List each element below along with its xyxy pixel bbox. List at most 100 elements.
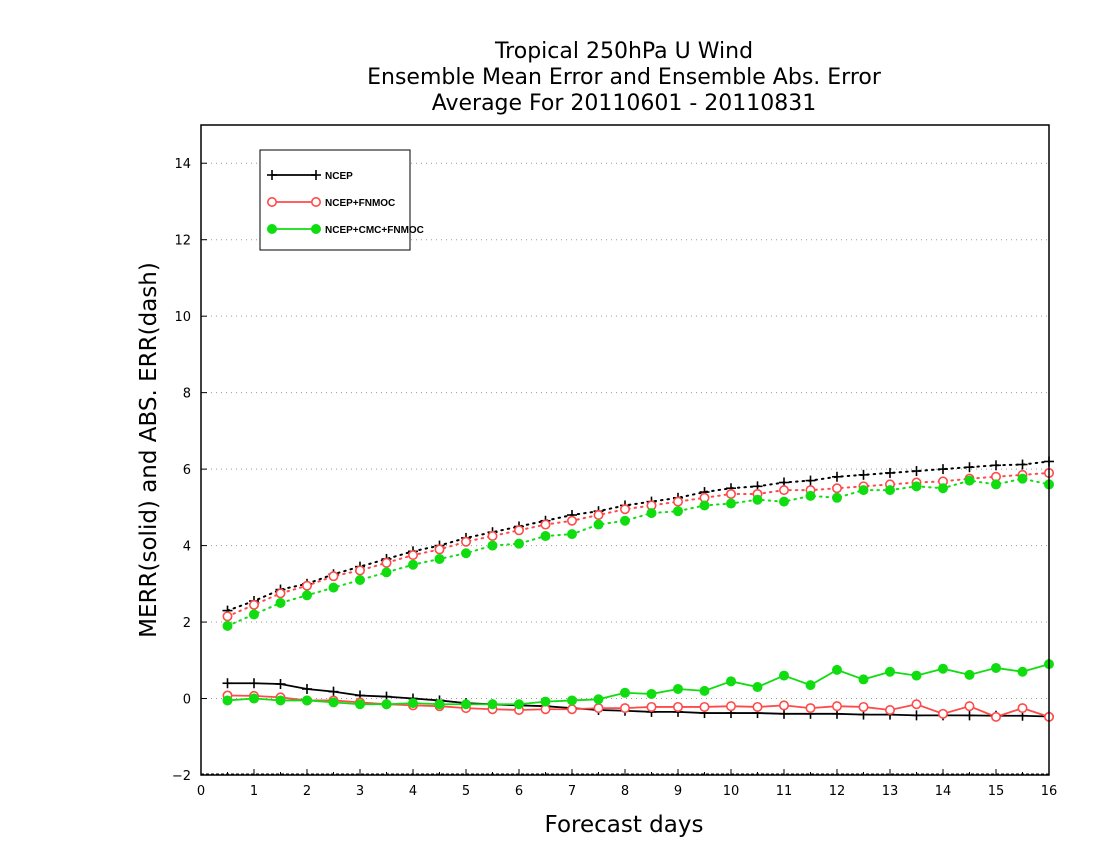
chart-title-line-2: Ensemble Mean Error and Ensemble Abs. Er… [367, 65, 882, 90]
ncep-fnmoc-merr-point [964, 701, 975, 712]
x-tick-label: 14 [935, 784, 952, 799]
ncep-fnmoc-abs-err-point [513, 525, 524, 536]
x-tick-label: 8 [621, 784, 629, 799]
ncep-fnmoc-abs-err-point [354, 565, 365, 576]
ncep-cmc-fnmoc-abs-err-point [514, 538, 524, 549]
x-tick-label: 15 [988, 784, 1005, 799]
ncep-cmc-fnmoc-merr-point [991, 662, 1001, 673]
ncep-cmc-fnmoc-merr-point [911, 670, 922, 681]
x-tick-label: 6 [515, 784, 523, 799]
ncep-cmc-fnmoc-merr-point [752, 682, 763, 693]
ncep-cmc-fnmoc-merr-point [302, 695, 312, 706]
x-tick-label: 1 [250, 784, 258, 799]
ncep-fnmoc-abs-err-point [407, 550, 418, 561]
ncep-fnmoc-merr-point [752, 701, 763, 712]
ncep-cmc-fnmoc-abs-err-point [408, 559, 418, 570]
ncep-cmc-fnmoc-abs-err-point [355, 575, 365, 585]
ncep-cmc-fnmoc-abs-err-point [858, 485, 869, 496]
ncep-cmc-fnmoc-merr-point [1017, 666, 1028, 677]
ncep-fnmoc-abs-err-point [778, 485, 789, 496]
legend-marker-ncep-fnmoc [266, 197, 277, 208]
ncep-cmc-fnmoc-abs-err-point [487, 540, 498, 551]
ncep-fnmoc-abs-err-point [619, 504, 630, 515]
ncep-fnmoc-abs-err-point [831, 483, 842, 494]
ncep-cmc-fnmoc-abs-err-point [964, 475, 975, 486]
x-tick-label: 5 [462, 784, 470, 799]
ncep-cmc-fnmoc-merr-point [355, 699, 365, 710]
x-tick-label: 13 [882, 784, 899, 799]
ncep-cmc-fnmoc-merr-point [567, 695, 577, 706]
ncep-cmc-fnmoc-merr-point [673, 683, 683, 694]
ncep-cmc-fnmoc-abs-err-point [434, 553, 445, 564]
ncep-abs-err-point [805, 475, 816, 486]
ncep-merr-line [227, 682, 1050, 718]
ncep-cmc-fnmoc-abs-err-point [832, 492, 842, 503]
ncep-fnmoc-merr-point [831, 701, 842, 712]
ncep-fnmoc-abs-err-point [593, 509, 604, 520]
ncep-fnmoc-merr-point [672, 701, 683, 712]
ncep-cmc-fnmoc-abs-err-point [938, 483, 948, 494]
ncep-abs-err-point [1017, 459, 1028, 470]
ncep-cmc-fnmoc-merr-point [381, 699, 392, 710]
ncep-fnmoc-merr-point [990, 711, 1001, 722]
ncep-fnmoc-merr-point [699, 701, 710, 712]
ncep-cmc-fnmoc-merr-point [964, 669, 975, 680]
ncep-cmc-fnmoc-abs-err-point [991, 479, 1001, 490]
ncep-abs-err-point [964, 462, 975, 473]
ncep-cmc-fnmoc-merr-point [832, 664, 842, 675]
ncep-cmc-fnmoc-abs-err-point [249, 609, 259, 620]
ncep-cmc-fnmoc-abs-err-point [1017, 473, 1028, 484]
ncep-abs-err-point [858, 469, 869, 480]
chart-title-line-3: Average For 20110601 - 20110831 [432, 91, 817, 116]
ncep-cmc-fnmoc-merr-point [593, 694, 604, 705]
ncep-cmc-fnmoc-abs-err-point [726, 498, 736, 509]
ncep-cmc-fnmoc-abs-err-point [885, 485, 895, 496]
x-tick-label: 4 [409, 784, 417, 799]
ncep-merr-point [275, 679, 286, 689]
ncep-cmc-fnmoc-abs-err-point [593, 519, 604, 530]
y-tick-label: 0 [183, 693, 191, 708]
x-tick-label: 11 [776, 784, 793, 799]
ncep-fnmoc-merr-point [911, 699, 922, 710]
x-axis-ticks: 0 1 2 3 4 5 6 7 8 9 10 11 12 13 14 15 16 [197, 769, 1057, 799]
ncep-fnmoc-merr-point [619, 703, 630, 714]
ncep-fnmoc-abs-err-line [226, 471, 1050, 618]
ncep-cmc-fnmoc-abs-err-point [328, 582, 339, 593]
y-tick-label: −2 [172, 769, 191, 784]
y-tick-label: 6 [183, 463, 191, 478]
ncep-cmc-fnmoc-abs-err-point [302, 590, 312, 601]
ncep-merr-point [964, 710, 975, 721]
y-tick-label: 8 [183, 387, 191, 402]
x-tick-label: 12 [829, 784, 846, 799]
y-axis-title: MERR(solid) and ABS. ERR(dash) [136, 262, 162, 638]
ncep-cmc-fnmoc-abs-err-point [275, 597, 286, 608]
x-tick-label: 7 [568, 784, 576, 799]
ncep-cmc-fnmoc-merr-point [858, 674, 869, 685]
y-tick-label: 12 [174, 234, 191, 249]
ncep-cmc-fnmoc-abs-err-point [752, 494, 763, 505]
ncep-cmc-fnmoc-merr-point [885, 666, 895, 677]
ncep-cmc-fnmoc-merr-point [434, 699, 445, 710]
x-tick-label: 0 [197, 784, 205, 799]
ncep-cmc-fnmoc-merr-point [514, 699, 524, 710]
ncep-cmc-fnmoc-merr-point [779, 670, 789, 681]
ncep-merr-point [911, 710, 922, 721]
ncep-cmc-fnmoc-abs-err-point [461, 548, 471, 559]
series-layer [222, 456, 1055, 722]
ncep-cmc-fnmoc-merr-point [249, 693, 259, 704]
ncep-fnmoc-merr-point [937, 708, 948, 719]
legend: NCEP NCEP+FNMOC NCEP+CMC+FNMOC [259, 149, 424, 251]
ncep-merr-point [222, 678, 233, 689]
legend-label-ncep: NCEP [325, 171, 353, 182]
legend-label-ncep-cmc-fnmoc: NCEP+CMC+FNMOC [325, 225, 424, 236]
y-tick-label: 4 [183, 540, 191, 555]
ncep-merr-point [302, 683, 312, 694]
legend-marker-ncep-cmc-fnmoc [267, 224, 277, 234]
ncep-fnmoc-abs-err-point [540, 519, 551, 530]
ncep-abs-err-point [911, 466, 922, 477]
legend-marker-ncep [267, 170, 277, 180]
ncep-fnmoc-merr-point [805, 703, 816, 714]
ncep-merr-point [779, 708, 789, 719]
ncep-cmc-fnmoc-merr-point [275, 695, 286, 706]
